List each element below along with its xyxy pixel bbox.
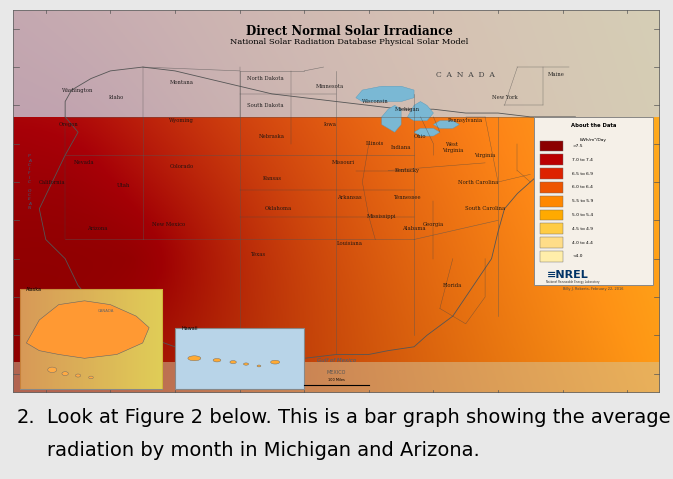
Text: West
Virginia: West Virginia: [442, 142, 464, 153]
Ellipse shape: [244, 363, 248, 365]
Ellipse shape: [271, 360, 280, 364]
Bar: [540, 223, 563, 234]
Text: Louisiana: Louisiana: [336, 241, 363, 246]
Text: National Solar Radiation Database Physical Solar Model: National Solar Radiation Database Physic…: [230, 38, 468, 46]
Bar: [540, 237, 563, 248]
Text: Virginia: Virginia: [474, 153, 496, 158]
Text: 7.0 to 7.4: 7.0 to 7.4: [572, 158, 593, 162]
FancyBboxPatch shape: [20, 289, 162, 389]
Text: About the Data: About the Data: [571, 123, 616, 127]
Text: 6.5 to 6.9: 6.5 to 6.9: [572, 171, 594, 176]
Text: Tennessee: Tennessee: [394, 195, 421, 200]
Text: Arkansas: Arkansas: [337, 195, 361, 200]
Text: Look at Figure 2 below. This is a bar graph showing the average amount of solar: Look at Figure 2 below. This is a bar gr…: [47, 408, 673, 427]
Text: Washington: Washington: [63, 88, 94, 92]
Text: 100 Miles: 100 Miles: [328, 378, 345, 382]
Text: Georgia: Georgia: [423, 222, 444, 227]
Text: 5.5 to 5.9: 5.5 to 5.9: [572, 199, 594, 203]
Text: California: California: [39, 180, 65, 184]
Text: Ohio: Ohio: [415, 134, 427, 138]
Text: Nebraska: Nebraska: [259, 134, 285, 138]
Text: 5.0 to 5.4: 5.0 to 5.4: [572, 213, 594, 217]
Bar: [540, 196, 563, 206]
Text: Maine: Maine: [548, 72, 565, 77]
Text: Idaho: Idaho: [109, 95, 125, 100]
Polygon shape: [13, 362, 660, 393]
Text: Indiana: Indiana: [391, 145, 411, 150]
Text: 4.5 to 4.9: 4.5 to 4.9: [572, 227, 594, 231]
Text: Missouri: Missouri: [331, 160, 355, 165]
Text: MEXICO: MEXICO: [327, 370, 346, 375]
Circle shape: [89, 376, 94, 379]
Text: ≡NREL: ≡NREL: [546, 270, 588, 280]
Text: Wisconsin: Wisconsin: [362, 99, 388, 104]
Ellipse shape: [230, 361, 236, 364]
Text: Wyoming: Wyoming: [169, 118, 194, 123]
Text: Billy J. Roberts, February 22, 2016: Billy J. Roberts, February 22, 2016: [563, 287, 624, 291]
Text: Gulf of Mexico: Gulf of Mexico: [317, 358, 356, 363]
Text: National Renewable Energy Laboratory: National Renewable Energy Laboratory: [546, 280, 600, 285]
Polygon shape: [356, 86, 414, 102]
Text: Kansas: Kansas: [262, 176, 281, 181]
Text: New Mexico: New Mexico: [152, 222, 185, 227]
Text: Minnesota: Minnesota: [316, 84, 344, 89]
Text: 4.0 to 4.4: 4.0 to 4.4: [572, 240, 593, 245]
Text: Montana: Montana: [170, 80, 193, 85]
Text: South Dakota: South Dakota: [247, 103, 284, 108]
Bar: [540, 251, 563, 262]
Text: Direct Normal Solar Irradiance: Direct Normal Solar Irradiance: [246, 25, 453, 38]
Polygon shape: [13, 10, 660, 117]
Text: CANADA: CANADA: [98, 309, 114, 313]
Text: radiation by month in Michigan and Arizona.: radiation by month in Michigan and Arizo…: [47, 441, 480, 460]
Text: P
A
C
I
F
I
C
 
O
C
E
A
N: P A C I F I C O C E A N: [28, 154, 32, 210]
Text: Alabama: Alabama: [402, 226, 426, 230]
Bar: [540, 182, 563, 193]
Ellipse shape: [188, 356, 201, 361]
Bar: [540, 168, 563, 179]
Polygon shape: [26, 301, 149, 358]
Circle shape: [48, 367, 57, 373]
Ellipse shape: [213, 358, 221, 362]
Text: 6.0 to 6.4: 6.0 to 6.4: [572, 185, 593, 189]
Text: Michigan: Michigan: [395, 107, 420, 112]
Text: Alaska: Alaska: [26, 287, 42, 292]
Text: Colorado: Colorado: [170, 164, 194, 169]
FancyBboxPatch shape: [175, 328, 304, 389]
Text: Iowa: Iowa: [324, 122, 336, 127]
Text: A
T
L
A
N
T
I
C
 
O
C
E
A
N: A T L A N T I C O C E A N: [600, 135, 603, 194]
Text: South Carolina: South Carolina: [465, 206, 505, 211]
Polygon shape: [433, 121, 459, 128]
Ellipse shape: [257, 365, 261, 367]
Text: Illinois: Illinois: [366, 141, 384, 146]
Text: Mississippi: Mississippi: [367, 214, 396, 219]
Text: >7.5: >7.5: [572, 144, 583, 148]
Text: <4.0: <4.0: [572, 254, 583, 258]
Polygon shape: [408, 102, 433, 121]
Circle shape: [75, 374, 81, 377]
Bar: [540, 141, 563, 151]
Text: Nevada: Nevada: [74, 160, 95, 165]
Text: Texas: Texas: [252, 252, 267, 257]
Text: North Dakota: North Dakota: [247, 76, 284, 81]
Bar: [540, 210, 563, 220]
Text: kWh/m²/Day: kWh/m²/Day: [580, 138, 607, 142]
FancyBboxPatch shape: [534, 117, 653, 285]
Polygon shape: [414, 128, 440, 136]
Text: Oklahoma: Oklahoma: [264, 206, 292, 211]
Text: New York: New York: [491, 95, 518, 100]
Text: Kentucky: Kentucky: [395, 168, 420, 173]
Circle shape: [62, 372, 69, 376]
Text: North Carolina: North Carolina: [458, 180, 499, 184]
Text: Utah: Utah: [116, 183, 130, 188]
Text: Florida: Florida: [443, 283, 462, 288]
Text: C  A  N  A  D  A: C A N A D A: [436, 71, 495, 79]
Text: Hawaii: Hawaii: [182, 326, 198, 331]
Polygon shape: [382, 105, 401, 132]
Text: Arizona: Arizona: [87, 226, 108, 230]
Bar: [540, 154, 563, 165]
Text: Pennsylvania: Pennsylvania: [448, 118, 483, 123]
Text: Oregon: Oregon: [59, 122, 78, 127]
Text: 2.: 2.: [17, 408, 36, 427]
